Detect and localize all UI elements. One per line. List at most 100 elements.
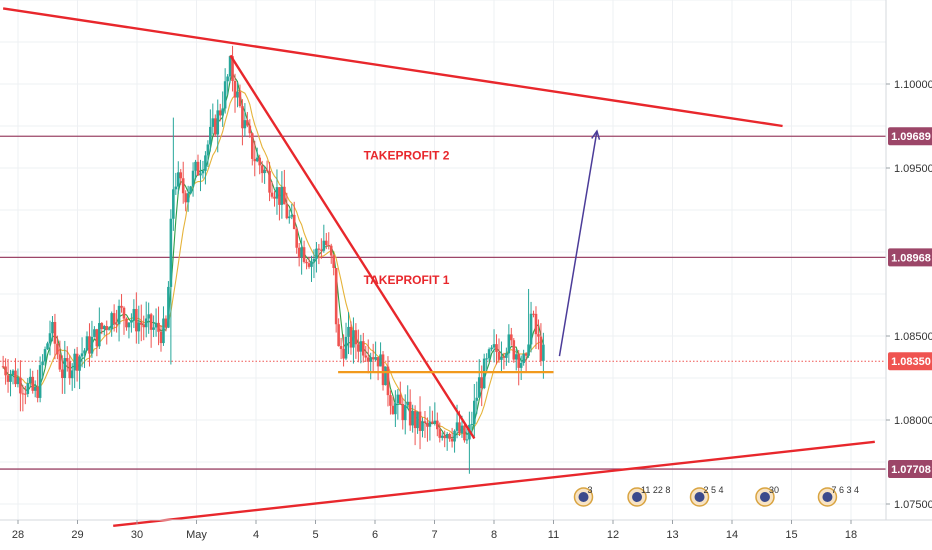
candle[interactable] bbox=[236, 81, 239, 108]
candle[interactable] bbox=[157, 306, 160, 346]
candle[interactable] bbox=[4, 358, 7, 385]
candle[interactable] bbox=[495, 334, 498, 365]
event-marker[interactable]: 30 bbox=[755, 485, 779, 507]
candle[interactable] bbox=[24, 385, 27, 405]
event-marker[interactable]: 11 22 8 bbox=[627, 485, 670, 507]
candle[interactable] bbox=[324, 232, 328, 250]
candle[interactable] bbox=[514, 349, 518, 371]
candle[interactable] bbox=[305, 259, 308, 270]
candle[interactable] bbox=[280, 171, 284, 219]
candle[interactable] bbox=[423, 410, 427, 438]
price-levels[interactable] bbox=[0, 135, 886, 470]
candle[interactable] bbox=[342, 334, 345, 367]
candle[interactable] bbox=[507, 324, 511, 363]
candle[interactable] bbox=[334, 267, 338, 333]
candle[interactable] bbox=[216, 99, 220, 153]
candle[interactable] bbox=[130, 313, 133, 333]
candle[interactable] bbox=[167, 281, 170, 329]
candle[interactable] bbox=[300, 237, 303, 275]
candle[interactable] bbox=[453, 429, 456, 453]
candle[interactable] bbox=[90, 320, 94, 358]
candle[interactable] bbox=[14, 358, 17, 388]
candle[interactable] bbox=[426, 417, 429, 442]
candle[interactable] bbox=[31, 370, 35, 394]
candle[interactable] bbox=[374, 341, 377, 362]
candle[interactable] bbox=[485, 353, 488, 371]
candle[interactable] bbox=[445, 432, 449, 451]
candle[interactable] bbox=[53, 313, 57, 360]
candle[interactable] bbox=[189, 185, 192, 195]
candle[interactable] bbox=[110, 311, 113, 337]
candle[interactable] bbox=[275, 169, 279, 215]
candle[interactable] bbox=[6, 359, 10, 393]
candle[interactable] bbox=[117, 299, 121, 342]
candle[interactable] bbox=[48, 320, 52, 356]
candle[interactable] bbox=[206, 140, 210, 168]
candle[interactable] bbox=[253, 140, 257, 177]
candle[interactable] bbox=[396, 389, 400, 420]
candle[interactable] bbox=[431, 410, 434, 425]
candle[interactable] bbox=[231, 45, 234, 92]
candle[interactable] bbox=[196, 154, 200, 176]
candle[interactable] bbox=[41, 354, 44, 380]
candle[interactable] bbox=[100, 322, 104, 335]
candle[interactable] bbox=[213, 114, 217, 137]
candle[interactable] bbox=[184, 190, 187, 212]
candle[interactable] bbox=[51, 315, 54, 342]
candle[interactable] bbox=[376, 356, 380, 381]
candle[interactable] bbox=[406, 385, 410, 410]
candle[interactable] bbox=[260, 160, 264, 183]
trendline[interactable] bbox=[2, 7, 783, 128]
candle[interactable] bbox=[413, 405, 417, 446]
candle[interactable] bbox=[258, 154, 261, 175]
candle[interactable] bbox=[255, 147, 259, 163]
candle[interactable] bbox=[361, 332, 365, 363]
candle[interactable] bbox=[70, 363, 74, 391]
candle[interactable] bbox=[233, 73, 237, 113]
candle[interactable] bbox=[477, 359, 481, 398]
candle[interactable] bbox=[310, 255, 313, 282]
candle[interactable] bbox=[179, 169, 183, 185]
candle[interactable] bbox=[28, 368, 32, 388]
candle[interactable] bbox=[26, 377, 30, 398]
candle[interactable] bbox=[502, 352, 506, 370]
event-markers[interactable]: 3 11 22 8 2 5 4 30 7 6 3 4 bbox=[573, 485, 859, 507]
candle[interactable] bbox=[421, 417, 424, 438]
candle[interactable] bbox=[43, 346, 47, 366]
candle[interactable] bbox=[448, 432, 451, 442]
event-marker[interactable]: 7 6 3 4 bbox=[817, 485, 859, 507]
candle[interactable] bbox=[347, 312, 350, 355]
candle[interactable] bbox=[399, 381, 402, 405]
event-marker[interactable]: 3 bbox=[573, 485, 594, 507]
candle[interactable] bbox=[181, 161, 185, 204]
candle[interactable] bbox=[176, 161, 180, 194]
candle[interactable] bbox=[438, 422, 442, 443]
candle[interactable] bbox=[174, 172, 178, 195]
candle[interactable] bbox=[238, 84, 242, 108]
candle[interactable] bbox=[391, 396, 395, 415]
time-axis[interactable]: 28 29 30 May 4 5 6 7 8 11 12 13 14 15 18 bbox=[12, 520, 857, 541]
trendline[interactable] bbox=[113, 440, 875, 528]
candle[interactable] bbox=[290, 203, 294, 220]
candle[interactable] bbox=[386, 356, 390, 407]
price-axis[interactable]: 1.10000 1.09500 1.08500 1.08000 1.07500 1.096… bbox=[886, 79, 932, 511]
candle[interactable] bbox=[510, 327, 513, 346]
candle[interactable] bbox=[243, 103, 247, 137]
candle[interactable] bbox=[539, 323, 543, 366]
candle[interactable] bbox=[408, 389, 412, 431]
candle[interactable] bbox=[522, 349, 525, 366]
price-level-badge[interactable]: 1.09689 bbox=[888, 127, 932, 146]
candle[interactable] bbox=[268, 161, 271, 202]
drawings[interactable] bbox=[2, 7, 875, 528]
current-price-badge[interactable]: 1.08350 bbox=[888, 352, 932, 371]
candle[interactable] bbox=[122, 306, 126, 335]
candle[interactable] bbox=[297, 242, 301, 267]
candle[interactable] bbox=[352, 317, 355, 364]
candle[interactable] bbox=[186, 185, 190, 212]
candle[interactable] bbox=[164, 315, 168, 332]
candle[interactable] bbox=[364, 345, 368, 362]
candle[interactable] bbox=[149, 312, 153, 348]
candle[interactable] bbox=[332, 254, 335, 276]
candle[interactable] bbox=[403, 394, 407, 435]
candle[interactable] bbox=[120, 294, 123, 313]
